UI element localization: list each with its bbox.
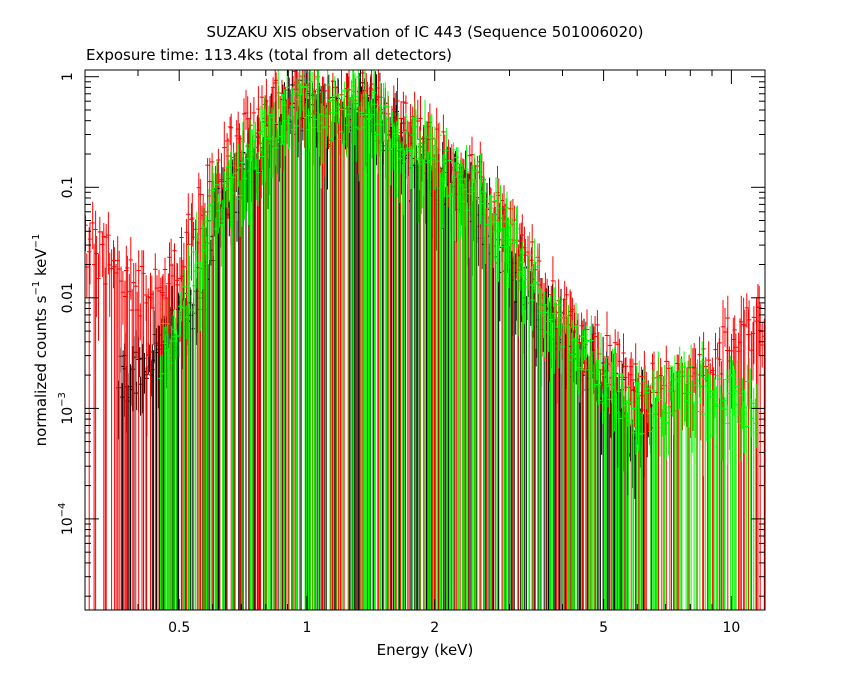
- plot-frame: [84, 69, 766, 611]
- series-2: [158, 70, 759, 610]
- y-tick-label-base: 10: [60, 407, 76, 425]
- y-tick-label-exp: −4: [57, 503, 68, 518]
- y-tick-label: 1: [60, 72, 76, 81]
- y-tick-label-base: 0.01: [60, 282, 76, 313]
- x-tick-label: 1: [302, 620, 311, 636]
- y-axis-label: normalized counts s−1 keV−1: [31, 234, 50, 447]
- y-tick-label-base: 1: [60, 72, 76, 81]
- y-axis-label-base: normalized counts s: [32, 295, 50, 446]
- y-axis-label-mid: keV: [32, 248, 50, 281]
- y-tick-label-base: 10: [60, 517, 76, 535]
- chart-title: SUZAKU XIS observation of IC 443 (Sequen…: [206, 23, 643, 41]
- x-tick-label: 0.5: [168, 620, 190, 636]
- y-tick-label: 0.01: [60, 282, 76, 313]
- y-axis-label-exp1: −1: [31, 281, 42, 296]
- y-tick-label: 0.1: [60, 176, 76, 198]
- y-tick-label: 10−4: [57, 503, 76, 536]
- x-tick-label: 10: [722, 620, 740, 636]
- chart-subtitle: Exposure time: 113.4ks (total from all d…: [86, 46, 452, 64]
- x-tick-label: 5: [599, 620, 608, 636]
- data-layer: [85, 70, 765, 610]
- x-tick-label: 2: [430, 620, 439, 636]
- x-axis-label: Energy (keV): [377, 641, 474, 659]
- y-axis-label-exp2: −1: [31, 234, 42, 249]
- y-tick-label-base: 0.1: [60, 176, 76, 198]
- y-tick-label-exp: −3: [57, 392, 68, 407]
- y-tick-label: 10−3: [57, 392, 76, 425]
